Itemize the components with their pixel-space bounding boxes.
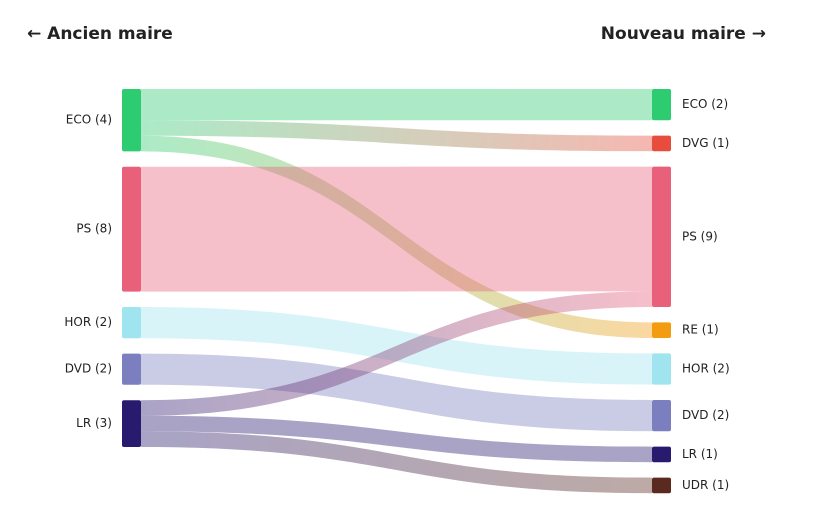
- flow-link: [141, 120, 652, 152]
- flow-link: [141, 353, 652, 432]
- right-title: Nouveau maire →: [601, 24, 766, 44]
- node-label: HOR (2): [64, 315, 112, 329]
- node-label: LR (3): [76, 416, 112, 430]
- node-label: PS (9): [682, 229, 718, 243]
- flow-link: [141, 307, 652, 385]
- node-label: PS (8): [76, 222, 112, 236]
- node: [122, 400, 141, 447]
- node-label: DVD (2): [682, 408, 729, 422]
- flow-link: [141, 291, 652, 416]
- node-label: UDR (1): [682, 478, 729, 492]
- node-label: HOR (2): [682, 362, 730, 376]
- flow-link: [141, 431, 652, 494]
- node: [652, 353, 671, 385]
- node-label: DVD (2): [65, 362, 112, 376]
- flow-link: [141, 166, 652, 292]
- flow-link: [141, 415, 652, 463]
- node-label: LR (1): [682, 447, 718, 461]
- node: [122, 307, 141, 339]
- node: [122, 89, 141, 152]
- node: [652, 135, 671, 152]
- node: [652, 166, 671, 307]
- node-label: ECO (2): [682, 97, 728, 111]
- left-title: ← Ancien maire: [27, 24, 173, 44]
- flow-link: [141, 89, 652, 121]
- node-label: DVG (1): [682, 136, 729, 150]
- node: [652, 446, 671, 463]
- links: [141, 89, 652, 494]
- node-label: RE (1): [682, 323, 719, 337]
- node: [652, 477, 671, 494]
- node: [122, 353, 141, 385]
- node: [652, 322, 671, 338]
- node-label: ECO (4): [66, 113, 112, 127]
- node: [122, 166, 141, 292]
- node: [652, 89, 671, 121]
- node: [652, 400, 671, 432]
